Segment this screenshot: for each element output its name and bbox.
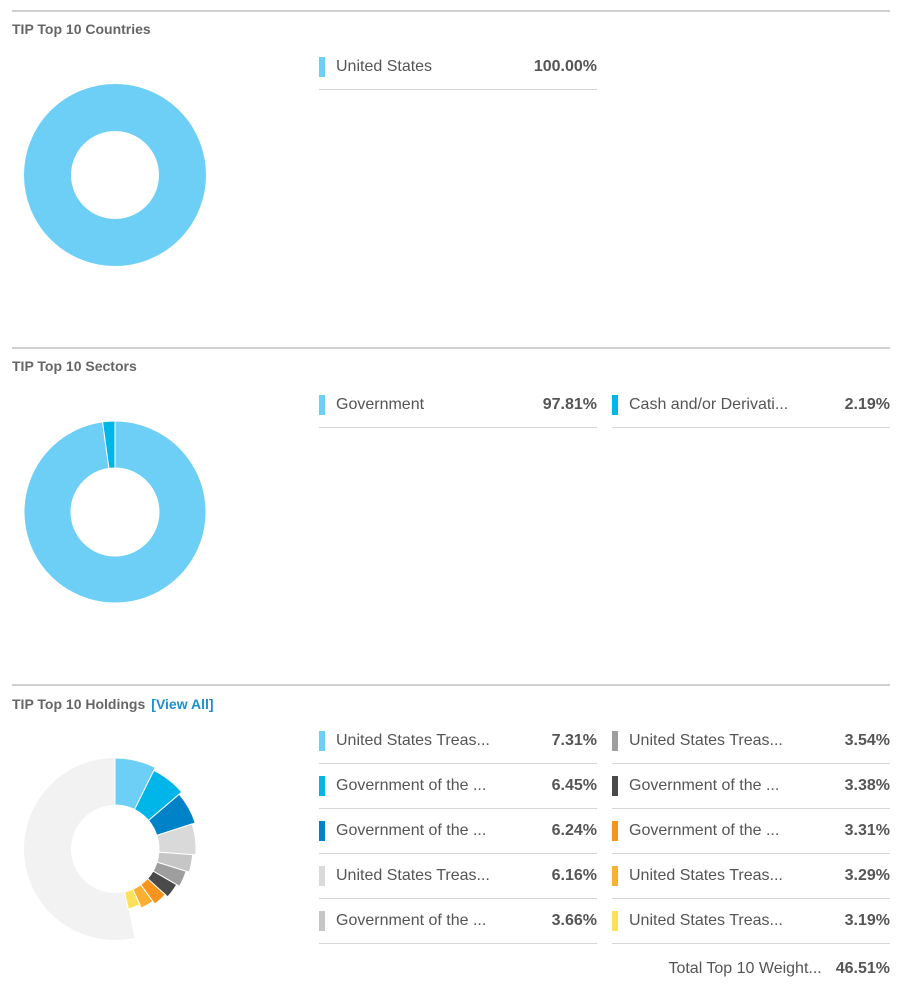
legend-item: United States 100.00%: [319, 45, 597, 90]
legend-label: Government of the ...: [336, 822, 487, 839]
legend-label: United States Treas...: [336, 867, 490, 884]
donut-slice: [24, 84, 206, 266]
legend-label: United States Treas...: [336, 732, 490, 749]
legend-value: 3.38%: [844, 777, 890, 794]
total-top10-weight: Total Top 10 Weight... 46.51%: [668, 960, 890, 978]
legend-item: United States Treas... 3.19%: [612, 899, 890, 944]
legend-label: Cash and/or Derivati...: [629, 396, 789, 413]
legend-swatch: [319, 866, 325, 886]
total-value: 46.51%: [835, 960, 890, 977]
legend-label: Government of the ...: [336, 777, 487, 794]
legend-label: Government of the ...: [629, 777, 780, 794]
donut-slice: [114, 757, 157, 811]
legend-swatch: [319, 911, 325, 931]
sectors-title: TIP Top 10 Sectors: [12, 358, 137, 374]
section-divider-sectors: [12, 347, 890, 349]
legend-value: 3.66%: [551, 912, 597, 929]
total-label: Total Top 10 Weight...: [668, 960, 822, 977]
countries-title: TIP Top 10 Countries: [12, 21, 151, 37]
legend-item: United States Treas... 6.16%: [319, 854, 597, 899]
legend-value: 6.16%: [551, 867, 597, 884]
legend-value: 3.54%: [844, 732, 890, 749]
view-all-link[interactable]: [View All]: [151, 696, 214, 712]
legend-swatch: [612, 776, 618, 796]
legend-value: 3.31%: [844, 822, 890, 839]
legend-label: United States Treas...: [629, 912, 783, 929]
section-divider-holdings: [12, 684, 890, 686]
legend-swatch: [612, 731, 618, 751]
legend-value: 7.31%: [551, 732, 597, 749]
legend-value: 3.29%: [844, 867, 890, 884]
legend-item: Cash and/or Derivati... 2.19%: [612, 383, 890, 428]
legend-swatch: [612, 911, 618, 931]
legend-item: United States Treas... 3.29%: [612, 854, 890, 899]
legend-label: Government: [336, 396, 425, 413]
legend-label: Government of the ...: [629, 822, 780, 839]
legend-value: 100.00%: [533, 58, 597, 75]
legend-swatch: [612, 866, 618, 886]
legend-value: 3.19%: [844, 912, 890, 929]
section-divider-countries: [12, 10, 890, 12]
legend-value: 6.24%: [551, 822, 597, 839]
holdings-title: TIP Top 10 Holdings [View All]: [12, 696, 214, 712]
legend-value: 6.45%: [551, 777, 597, 794]
legend-item: United States Treas... 3.54%: [612, 719, 890, 764]
donut-slice: [123, 888, 141, 910]
legend-label: Government of the ...: [336, 912, 487, 929]
legend-swatch: [319, 395, 325, 415]
legend-swatch: [319, 821, 325, 841]
legend-item: Government 97.81%: [319, 383, 597, 428]
legend-label: United States Treas...: [629, 732, 783, 749]
donut-remainder: [24, 758, 135, 940]
legend-item: Government of the ... 3.31%: [612, 809, 890, 854]
legend-value: 97.81%: [542, 396, 597, 413]
legend-item: Government of the ... 6.24%: [319, 809, 597, 854]
donut-slice: [23, 420, 207, 604]
legend-item: Government of the ... 3.38%: [612, 764, 890, 809]
legend-item: Government of the ... 6.45%: [319, 764, 597, 809]
legend-swatch: [319, 57, 325, 77]
legend-swatch: [612, 395, 618, 415]
legend-item: Government of the ... 3.66%: [319, 899, 597, 944]
countries-donut-chart: [24, 84, 206, 266]
legend-swatch: [319, 776, 325, 796]
legend-swatch: [612, 821, 618, 841]
legend-swatch: [319, 731, 325, 751]
legend-label: United States: [336, 58, 433, 75]
legend-item: United States Treas... 7.31%: [319, 719, 597, 764]
legend-label: United States Treas...: [629, 867, 783, 884]
donut-slice: [101, 420, 116, 469]
holdings-donut-chart: [24, 757, 197, 940]
legend-value: 2.19%: [844, 396, 890, 413]
sectors-donut-chart: [23, 420, 207, 604]
